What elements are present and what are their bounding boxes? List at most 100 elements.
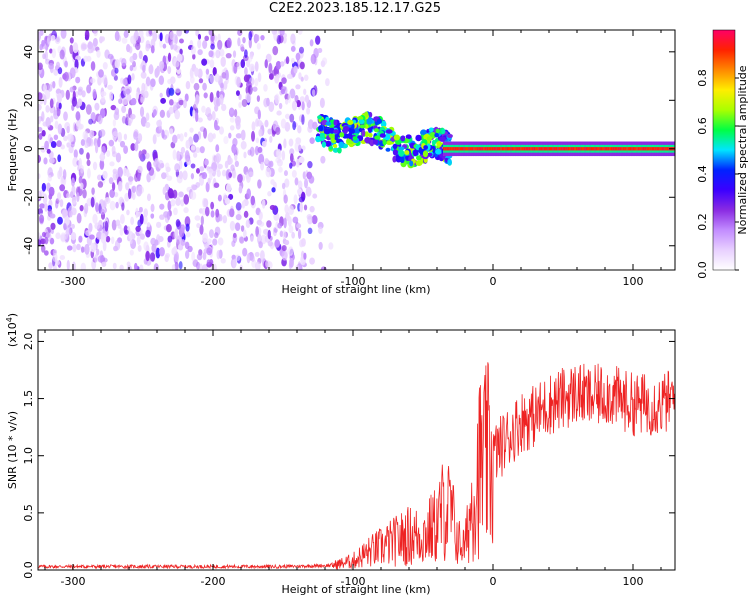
spectrogram-cell: [257, 233, 262, 242]
spectrogram-cell: [133, 131, 139, 140]
page-title: C2E2.2023.185.12.17.G25: [268, 1, 442, 16]
spectrogram-cell: [85, 230, 91, 237]
spectrogram-cell: [187, 245, 193, 253]
spectrogram-cell: [192, 53, 196, 60]
spectrogram-cell: [66, 125, 70, 134]
spectrogram-cell: [156, 65, 160, 77]
spectrogram-cell: [133, 262, 138, 270]
spectrogram-cell: [197, 49, 203, 56]
spectrogram-cell: [107, 84, 113, 90]
spectrogram-cell: [39, 203, 45, 209]
spectrogram-cell: [283, 194, 288, 204]
spectrogram-cell: [291, 231, 295, 239]
colorbar-tick-label: 0.8: [696, 69, 709, 87]
spectrogram-cell: [86, 152, 90, 160]
snr-y-scale-exponent: 4: [5, 317, 14, 322]
spectrogram-cell: [584, 147, 587, 151]
spectrogram-cell: [89, 78, 96, 84]
spectrogram-cell: [567, 147, 570, 151]
spectrogram-cell: [127, 74, 132, 85]
spectrogram-cell: [192, 259, 199, 267]
spectrogram-cell: [297, 228, 302, 240]
spectrogram-cell: [97, 255, 104, 263]
spectrogram-cell: [202, 251, 207, 261]
spectrogram-cell: [162, 43, 167, 49]
colorbar-tick-label: 0.4: [696, 165, 709, 183]
spectrogram-cell: [261, 198, 266, 209]
spectrogram-cell: [215, 49, 221, 59]
spectrogram-cell: [248, 30, 253, 41]
spectrogram-cell: [289, 148, 295, 156]
spectrogram-cell: [547, 147, 550, 151]
spectrogram-cell: [281, 77, 287, 85]
spectrogram-cell: [123, 145, 129, 154]
spectrogram-cell: [304, 94, 310, 104]
spectrogram-cell: [325, 140, 332, 147]
spectrogram-cell: [654, 147, 657, 151]
spectrogram-cell: [44, 140, 49, 150]
spectrogram-cell: [548, 147, 552, 151]
spectrogram-cell: [321, 141, 327, 148]
spectrogram-cell: [129, 55, 135, 63]
spectrogram-cell: [299, 202, 303, 213]
spectrogram-cell: [501, 147, 504, 151]
snr-y-ticks: 0.0 0.5 1.0 1.5 2.0: [22, 333, 675, 579]
spectrogram-cell: [629, 147, 632, 151]
spectrogram-cell: [274, 94, 279, 101]
spectrogram-cell: [232, 258, 237, 269]
spectrogram-cell: [162, 186, 167, 196]
spectrogram-cell: [392, 149, 398, 156]
spectrogram-cell: [237, 173, 243, 183]
spectrogram-cell: [91, 187, 95, 195]
spectrogram-cell: [218, 213, 223, 222]
spectrogram-cell: [515, 147, 518, 151]
spectrogram-cell: [190, 173, 195, 180]
spectrogram-cell: [259, 250, 265, 261]
spectrogram-cell: [41, 182, 47, 192]
spectrogram-cell: [503, 147, 506, 151]
spectrogram-cell: [207, 113, 213, 121]
spectrogram-cell: [199, 146, 205, 154]
spectrogram-cell: [235, 202, 242, 211]
spectrogram-cell: [516, 147, 520, 151]
spectrogram-cell: [86, 84, 92, 94]
spectrogram-cell: [129, 64, 134, 72]
spectrogram-cell: [159, 32, 163, 42]
spectrogram-cell: [315, 35, 321, 45]
spectrogram-cell: [57, 170, 62, 180]
spectrogram-cell: [303, 252, 307, 260]
spectrogram-cell: [55, 88, 62, 95]
spectrogram-cell: [333, 119, 338, 126]
spectrogram-cell: [63, 71, 69, 82]
spectrogram-cell: [90, 112, 96, 122]
spectrogram-cell: [448, 147, 451, 151]
spectrogram-cell: [399, 156, 405, 164]
spectrogram-cell: [642, 147, 646, 151]
spectrogram-cell: [83, 55, 89, 63]
spectrogram-cell: [278, 102, 283, 110]
spectrogram-cell: [280, 61, 285, 67]
spectrogram-cell: [248, 37, 252, 49]
spectrogram-cell: [165, 253, 171, 259]
spectrogram-cell: [587, 147, 590, 151]
spectrogram-cell: [283, 138, 287, 149]
spectrogram-cell: [57, 154, 62, 163]
spectrogram-cell: [257, 179, 262, 189]
spectrogram-cell: [373, 128, 380, 133]
spectrogram-cell: [80, 246, 85, 253]
spectrogram-cell: [585, 147, 588, 151]
spectrogram-cell: [50, 115, 54, 123]
spectrogram-cell: [490, 147, 493, 151]
spectrogram-cell: [271, 69, 278, 76]
spectrogram-cell: [100, 200, 107, 208]
spectrogram-cell: [90, 61, 96, 71]
spectrogram-cell: [205, 181, 210, 193]
spectrogram-cell: [142, 64, 146, 73]
spectrogram-cell: [294, 177, 299, 186]
spectrogram-cell: [646, 147, 649, 151]
spectrogram-cell: [656, 147, 659, 151]
spectrogram-cell: [228, 193, 234, 200]
spectrogram-cell: [159, 203, 165, 210]
spectrogram-cell: [190, 145, 196, 151]
spectrogram-cell: [99, 129, 106, 137]
